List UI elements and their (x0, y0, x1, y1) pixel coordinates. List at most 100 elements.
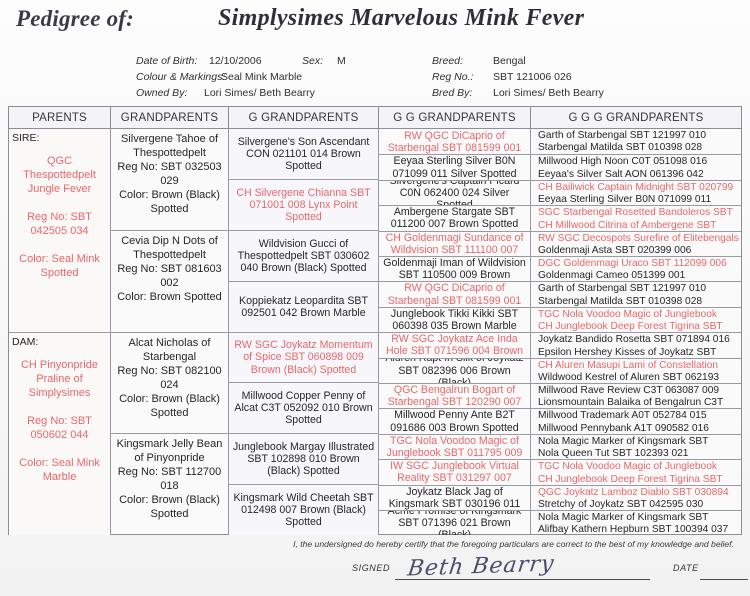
grandparent-reg-2: Reg No: SBT 081603 002 (117, 263, 222, 289)
grandparent-cell-2: Cevia Dip N Dots of Thespottedpelt Reg N… (110, 230, 228, 332)
ggg-grandparent-cell-13: Nola Magic Marker of Kingsmark SBT Nola … (530, 433, 741, 460)
g-grandparent-text-4: Koppiekatz Leopardita SBT 092501 042 Bro… (239, 294, 368, 319)
regno-value: SBT 121006 026 (493, 71, 572, 83)
g-grandparent-cell-4: Koppiekatz Leopardita SBT 092501 042 Bro… (228, 281, 378, 332)
gg-grandparent-cell-9: RW SGC Joykatz Ace Inda Hole SBT 071596 … (378, 332, 530, 358)
ggg-grandparent-cell-8: TGC Nola Voodoo Magic of Junglebook CH J… (530, 306, 741, 333)
gg-grandparent-text-4: Ambergene Stargate SBT 011200 007 Brown … (390, 206, 519, 231)
gg-grandparent-text-15: Joykatz Black Jag of Kingsmark SBT 03019… (388, 485, 521, 510)
signed-label: SIGNED (352, 563, 391, 573)
g-grandparent-text-3: Wildvision Gucci of Thespottedpelt SBT 0… (237, 237, 370, 275)
ggg-grandparent-cell-4: SGC Starbengal Rosetted Bandoleros SBT C… (530, 205, 741, 231)
table-body: SIRE: QGC Thespottedpelt Jungle Fever Re… (9, 129, 741, 536)
gg-grandparent-text-13: TGC Nola Voodoo Magic of Junglebook SBT … (386, 434, 523, 459)
g-grandparent-cell-2: CH Silvergene Chianna SBT 071001 008 Lyn… (228, 179, 378, 230)
ggg-grandparent-dam-11: Lionsmountain Balaika of Bengalrun C3T (538, 397, 724, 409)
gg-grandparent-text-2: Eeyaa Sterling Silver B0N 071099 011 Sil… (392, 155, 517, 180)
page-title: Simplysimes Marvelous Mink Fever (218, 5, 585, 31)
ggg-grandparent-sire-11: Millwood Rave Review C3T 063087 009 (538, 385, 720, 396)
gg-grandparent-cell-2: Eeyaa Sterling Silver B0N 071099 011 Sil… (378, 154, 530, 180)
gg-grandparent-text-8: Junglebook Tikki Kikki SBT 060398 035 Br… (390, 307, 519, 332)
grandparent-color-1: Color: Brown (Black) Spotted (119, 189, 220, 215)
gg-grandparent-text-9: RW SGC Joykatz Ace Inda Hole SBT 071596 … (385, 333, 524, 358)
gg-grandparent-cell-15: Joykatz Black Jag of Kingsmark SBT 03019… (378, 484, 530, 510)
certification-statement: I, the undersigned do hereby certify tha… (293, 539, 734, 549)
grandparent-reg-3: Reg No: SBT 082100 024 (117, 365, 222, 391)
gg-grandparent-cell-11: QGC Bengalrun Bogart of Starbengal SBT 1… (378, 383, 530, 409)
ggg-grandparent-dam-7: Starbengal Matilda SBT 010398 028 (538, 295, 703, 307)
ggg-grandparent-dam-6: Goldenmagi Cameo 051399 001 (538, 270, 686, 282)
gg-grandparent-cell-1: RW QGC DiCaprio of Starbengal SBT 081599… (378, 129, 530, 155)
gg-grandparent-text-5: CH Goldenmagi Sundance of Wildvision SBT… (385, 231, 524, 256)
g-grandparent-cell-5: RW SGC Joykatz Momentum of Spice SBT 060… (228, 332, 378, 382)
gg-grandparent-text-11: QGC Bengalrun Bogart of Starbengal SBT 1… (387, 384, 522, 409)
ggg-grandparent-sire-15: QGC Joykatz Lamboz Diablo SBT 030894 (538, 486, 729, 498)
g-grandparent-cell-3: Wildvision Gucci of Thespottedpelt SBT 0… (228, 230, 378, 281)
signature-line (395, 579, 650, 580)
dob-label: Date of Birth: (136, 55, 198, 67)
grandparent-color-3: Color: Brown (Black) Spotted (119, 393, 220, 419)
ggg-grandparent-cell-14: TGC Nola Voodoo Magic of Junglebook CH J… (530, 459, 741, 485)
g-grandparent-text-6: Millwood Copper Penny of Alcat C3T 05209… (234, 389, 373, 427)
column-header-g-grandparents: G GRANDPARENTS (228, 107, 378, 129)
gg-grandparent-text-12: Millwood Penny Ante B2T 091686 003 Brown… (390, 409, 519, 434)
ggg-grandparent-dam-4: CH Millwood Citrina of Ambergene SBT (538, 219, 717, 231)
signature-handwriting: Beth Bearry (406, 551, 556, 582)
gg-grandparent-cell-7: RW QGC DiCaprio of Starbengal SBT 081599… (378, 281, 530, 307)
regno-label: Reg No.: (432, 71, 474, 83)
breed-label: Breed: (432, 55, 463, 67)
owned-by-label: Owned By: (136, 87, 188, 99)
g-grandparent-cell-6: Millwood Copper Penny of Alcat C3T 05209… (228, 382, 378, 433)
colour-value: Seal Mink Marble (221, 71, 303, 83)
metadata-row-2: Colour & Markings: Seal Mink Marble Reg … (136, 69, 750, 85)
g-grandparent-cell-1: Silvergene's Son Ascendant CON 021101 01… (228, 129, 378, 179)
sire-reg: Reg No: SBT 042505 034 (27, 211, 92, 237)
ggg-grandparent-cell-5: RW SGC Decospots Surefire of Elitebengal… (530, 230, 741, 256)
gg-grandparent-cell-3: Silvergene's Captain Picard C0N 062400 0… (378, 179, 530, 206)
gg-grandparent-text-7: RW QGC DiCaprio of Starbengal SBT 081599… (387, 282, 522, 307)
column-header-gg-grandparents: G G GRANDPARENTS (378, 107, 530, 129)
grandparent-name-2: Cevia Dip N Dots of Thespottedpelt (121, 235, 218, 261)
ggg-grandparent-cell-2: Millwood High Noon C0T 051098 016 Eeyaa'… (530, 154, 741, 180)
g-grandparent-text-1: Silvergene's Son Ascendant CON 021101 01… (237, 135, 370, 173)
ggg-grandparent-dam-5: Goldenmaji Asta SBT 020399 006 (538, 245, 692, 256)
column-header-parents: PARENTS (32, 112, 87, 124)
ggg-grandparent-cell-1: Garth of Starbengal SBT 121997 010 Starb… (530, 129, 741, 155)
gg-grandparent-cell-12: Millwood Penny Ante B2T 091686 003 Brown… (378, 408, 530, 434)
grandparent-name-3: Alcat Nicholas of Starbengal (128, 337, 211, 363)
bred-by-label: Bred By: (432, 87, 473, 99)
gg-grandparent-cell-5: CH Goldenmagi Sundance of Wildvision SBT… (378, 230, 530, 256)
ggg-grandparent-cell-11: Millwood Rave Review C3T 063087 009 Lion… (530, 383, 741, 409)
sex-value: M (337, 55, 346, 67)
grandparent-cell-3: Alcat Nicholas of Starbengal Reg No: SBT… (110, 332, 228, 433)
ggg-grandparent-sire-2: Millwood High Noon C0T 051098 016 (538, 156, 708, 168)
ggg-grandparent-cell-9: Joykatz Bandido Rosetta SBT 071894 016 E… (530, 332, 741, 358)
ggg-grandparent-sire-10: CH Aluren Masupi Lami of Constellation (538, 359, 719, 371)
bred-by-value: Lori Simes/ Beth Bearry (493, 87, 604, 99)
g-grandparent-cell-7: Junglebook Margay Illustrated SBT 102898… (228, 433, 378, 484)
dob-value: 12/10/2006 (209, 55, 262, 67)
ggg-grandparent-cell-10: CH Aluren Masupi Lami of Constellation W… (530, 357, 741, 383)
sire-color: Color: Seal Mink Spotted (19, 253, 100, 279)
gg-grandparent-cell-4: Ambergene Stargate SBT 011200 007 Brown … (378, 205, 530, 231)
g-grandparent-cell-8: Kingsmark Wild Cheetah SBT 012498 007 Br… (228, 484, 378, 535)
grandparent-cell-1: Silvergene Tahoe of Thespottedpelt Reg N… (110, 129, 228, 230)
ggg-grandparent-sire-3: CH Bailiwick Captain Midnight SBT 020799 (538, 181, 734, 193)
ggg-grandparent-dam-15: Stretchy of Joykatz SBT 042595 030 (538, 499, 704, 510)
ggg-grandparent-dam-10: Wildwood Kestrel of Aluren SBT 062193 (538, 372, 720, 383)
gg-grandparent-cell-10: Aluren Rapt In Silk of Joykatz SBT 08239… (378, 357, 530, 383)
ggg-grandparent-dam-2: Eeyaa's Silver Salt AON 061396 042 (538, 168, 704, 180)
column-header-grandparents: GRANDPARENTS (110, 107, 228, 129)
ggg-grandparent-sire-5: RW SGC Decospots Surefire of Elitebengal… (538, 232, 739, 244)
grandparent-name-1: Silvergene Tahoe of Thespottedpelt (120, 133, 219, 159)
ggg-grandparent-dam-1: Starbengal Matilda SBT 010398 028 (538, 142, 703, 154)
gg-grandparent-cell-16: Acme Promise of Kingsmark SBT 071396 021… (378, 510, 530, 536)
g-grandparent-text-2: CH Silvergene Chianna SBT 071001 008 Lyn… (236, 186, 371, 224)
ggg-grandparent-dam-9: Epsilon Hershey Kisses of Joykatz SBT (538, 346, 717, 358)
sire-name: QGC Thespottedpelt Jungle Fever (23, 155, 96, 195)
owned-by-value: Lori Simes/ Beth Bearry (204, 87, 315, 99)
pedigree-table: PARENTS GRANDPARENTS G GRANDPARENTS G G … (8, 106, 742, 536)
gg-grandparent-cell-13: TGC Nola Voodoo Magic of Junglebook SBT … (378, 433, 530, 460)
g-grandparent-text-7: Junglebook Margay Illustrated SBT 102898… (232, 440, 375, 478)
ggg-grandparent-cell-7: Garth of Starbengal SBT 121997 010 Starb… (530, 281, 741, 307)
